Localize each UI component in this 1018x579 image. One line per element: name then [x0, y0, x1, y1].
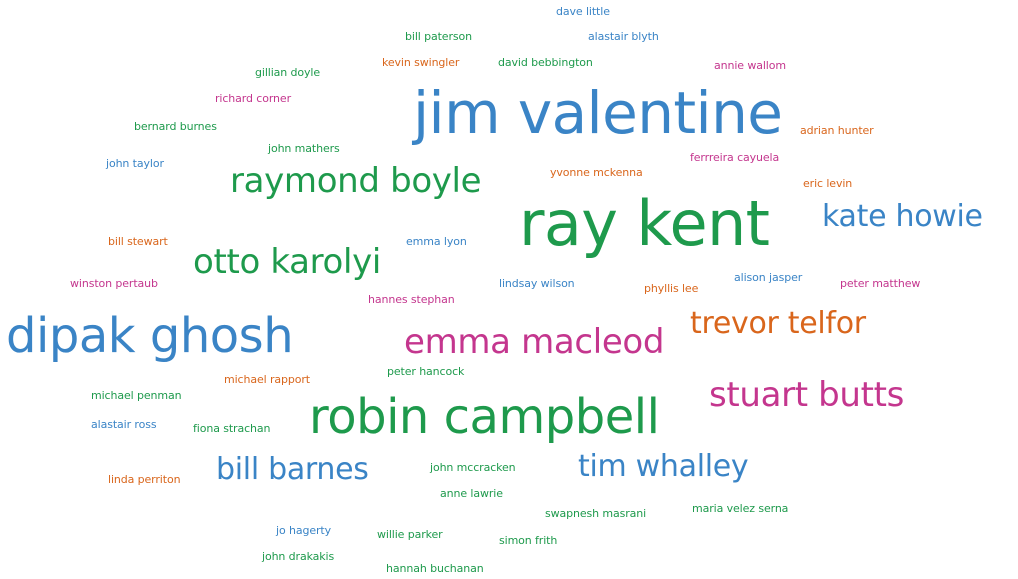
word-yvonne-mckenna: yvonne mckenna [550, 166, 643, 179]
word-raymond-boyle: raymond boyle [230, 161, 482, 201]
word-tim-whalley: tim whalley [578, 449, 749, 484]
word-winston-pertaub: winston pertaub [70, 277, 158, 290]
word-gillian-doyle: gillian doyle [255, 66, 321, 79]
word-jo-hagerty: jo hagerty [276, 524, 331, 537]
word-adrian-hunter: adrian hunter [800, 124, 874, 137]
word-dipak-ghosh: dipak ghosh [6, 308, 294, 364]
word-john-taylor: john taylor [106, 157, 164, 170]
word-john-drakakis: john drakakis [262, 550, 335, 563]
word-maria-velez-serna: maria velez serna [692, 502, 789, 515]
word-lindsay-wilson: lindsay wilson [499, 277, 575, 290]
word-willie-parker: willie parker [377, 528, 443, 541]
word-simon-frith: simon frith [499, 534, 558, 547]
word-john-mccracken: john mccracken [430, 461, 516, 474]
word-otto-karolyi: otto karolyi [193, 242, 381, 282]
word-linda-perriton: linda perriton [108, 473, 181, 486]
word-emma-macleod: emma macleod [404, 322, 665, 362]
word-david-bebbington: david bebbington [498, 56, 593, 69]
word-john-mathers: john mathers [268, 142, 340, 155]
word-richard-corner: richard corner [215, 92, 291, 105]
word-anne-lawrie: anne lawrie [440, 487, 503, 500]
word-bill-barnes: bill barnes [216, 452, 369, 487]
word-phyllis-lee: phyllis lee [644, 282, 699, 295]
word-kate-howie: kate howie [822, 199, 983, 234]
word-fiona-strachan: fiona strachan [193, 422, 271, 435]
word-stuart-butts: stuart butts [709, 375, 904, 415]
word-annie-wallom: annie wallom [714, 59, 786, 72]
word-michael-rapport: michael rapport [224, 373, 310, 386]
word-ferrreira-cayuela: ferrreira cayuela [690, 151, 780, 164]
word-alison-jasper: alison jasper [734, 271, 803, 284]
word-hannah-buchanan: hannah buchanan [386, 562, 484, 575]
word-bill-paterson: bill paterson [405, 30, 472, 43]
word-bernard-burnes: bernard burnes [134, 120, 217, 133]
word-jim-valentine: jim valentine [413, 79, 783, 147]
word-dave-little: dave little [556, 5, 610, 18]
word-ray-kent: ray kent [519, 187, 770, 260]
word-swapnesh-masrani: swapnesh masrani [545, 507, 647, 520]
word-kevin-swingler: kevin swingler [382, 56, 460, 69]
word-trevor-telfor: trevor telfor [690, 306, 866, 341]
word-peter-matthew: peter matthew [840, 277, 921, 290]
word-peter-hancock: peter hancock [387, 365, 465, 378]
word-bill-stewart: bill stewart [108, 235, 168, 248]
word-eric-levin: eric levin [803, 177, 853, 190]
word-hannes-stephan: hannes stephan [368, 293, 455, 306]
word-robin-campbell: robin campbell [309, 389, 660, 445]
word-alastair-blyth: alastair blyth [588, 30, 659, 43]
word-michael-penman: michael penman [91, 389, 182, 402]
word-alastair-ross: alastair ross [91, 418, 157, 431]
word-emma-lyon: emma lyon [406, 235, 467, 248]
